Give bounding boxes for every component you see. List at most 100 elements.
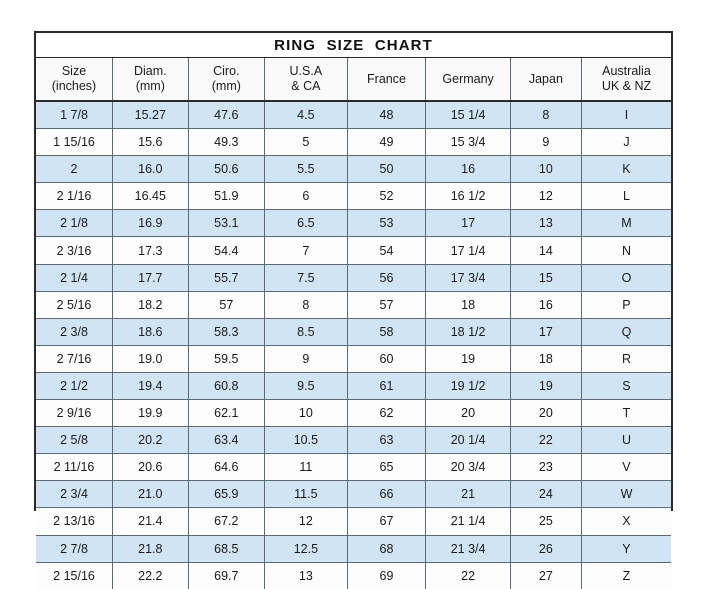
table-cell: 10.5 <box>264 426 348 455</box>
column-header-u-s-a: U.S.A & CA <box>264 57 348 102</box>
table-cell: 2 13/16 <box>36 507 114 536</box>
table-cell: I <box>580 100 671 130</box>
column-header-label: U.S.A & CA <box>265 64 347 94</box>
column-header-line1: Size <box>61 64 87 79</box>
table-cell: 18.6 <box>112 317 189 346</box>
table-cell: 7.5 <box>264 263 348 292</box>
table-cell: 11.5 <box>264 480 348 509</box>
table-cell: 18.2 <box>112 290 189 319</box>
table-cell: 64.6 <box>187 453 266 482</box>
table-cell: 18 1/2 <box>425 317 511 346</box>
table-cell: 12 <box>264 507 348 536</box>
table-cell: 21 1/4 <box>425 507 511 536</box>
table-cell: 20 <box>509 399 582 428</box>
table-cell: 15 3/4 <box>425 128 511 157</box>
table-cell: 9 <box>264 344 348 373</box>
table-cell: 16.9 <box>112 209 189 238</box>
table-cell: 57 <box>187 290 266 319</box>
table-cell: 20 1/4 <box>425 426 511 455</box>
table-cell: 4.5 <box>264 100 348 130</box>
column-header-label: Japan <box>511 72 581 87</box>
column-header-australia: Australia UK & NZ <box>580 57 671 102</box>
table-cell: 19.4 <box>112 371 189 401</box>
table-cell: 12 <box>509 182 582 211</box>
table-header-row: Size (inches) Diam. (mm) Ciro. (mm) U.S.A & CA F… <box>36 57 671 102</box>
table-cell: P <box>580 290 671 319</box>
table-cell: 2 9/16 <box>36 399 114 428</box>
column-header-line1: Japan <box>528 71 563 86</box>
table-cell: 2 5/16 <box>36 290 114 319</box>
table-cell: 54 <box>346 236 427 265</box>
ring-size-chart-container: RING SIZE CHART Size (inches) Diam. (mm) Cir… <box>34 31 673 589</box>
table-cell: 21.4 <box>112 507 189 536</box>
table-cell: N <box>580 236 671 265</box>
table-cell: O <box>580 263 671 292</box>
table-cell: 21.0 <box>112 480 189 509</box>
table-cell: 56 <box>346 263 427 292</box>
table-row: 2 7/16 19.0 59.5 9 60 19 18 R <box>36 344 671 373</box>
table-row: 2 1/2 19.4 60.8 9.5 61 19 1/2 19 S <box>36 371 671 401</box>
table-row: 2 3/8 18.6 58.3 8.5 58 18 1/2 17 Q <box>36 317 671 346</box>
table-cell: 50 <box>346 155 427 184</box>
table-cell: 65.9 <box>187 480 266 509</box>
chart-title-row: RING SIZE CHART <box>36 33 671 58</box>
chart-title-cell: RING SIZE CHART <box>36 33 671 58</box>
table-cell: 62 <box>346 399 427 428</box>
table-cell: 18 <box>509 344 582 373</box>
table-cell: 51.9 <box>187 182 266 211</box>
page-title: RING SIZE CHART <box>274 36 433 54</box>
column-header-france: France <box>346 57 427 102</box>
table-cell: 27 <box>509 561 582 589</box>
column-header-japan: Japan <box>509 57 582 102</box>
table-cell: 16 <box>425 155 511 184</box>
table-cell: 55.7 <box>187 263 266 292</box>
column-header-line2: (mm) <box>135 79 165 93</box>
table-cell: 67.2 <box>187 507 266 536</box>
table-cell: K <box>580 155 671 184</box>
column-header-line2: UK & NZ <box>601 79 652 93</box>
column-header-label: France <box>348 72 426 87</box>
table-cell: T <box>580 399 671 428</box>
table-cell: 66 <box>346 480 427 509</box>
table-cell: 16 1/2 <box>425 182 511 211</box>
table-cell: 65 <box>346 453 427 482</box>
table-cell: 24 <box>509 480 582 509</box>
column-header-germany: Germany <box>425 57 511 102</box>
table-cell: 2 1/4 <box>36 263 114 292</box>
table-cell: 16.45 <box>112 182 189 211</box>
table-row: 2 3/4 21.0 65.9 11.5 66 21 24 W <box>36 480 671 509</box>
column-header-line2: (mm) <box>211 79 241 93</box>
table-cell: 17 <box>425 209 511 238</box>
table-cell: 6 <box>264 182 348 211</box>
table-cell: 53.1 <box>187 209 266 238</box>
table-cell: 59.5 <box>187 344 266 373</box>
table-row: 2 15/16 22.2 69.7 13 69 22 27 Z <box>36 561 671 589</box>
table-cell: 2 7/16 <box>36 344 114 373</box>
table-cell: 25 <box>509 507 582 536</box>
column-header-label: Ciro. (mm) <box>189 64 265 94</box>
table-cell: 20 <box>425 399 511 428</box>
table-cell: 2 15/16 <box>36 561 114 589</box>
table-row: 1 15/16 15.6 49.3 5 49 15 3/4 9 J <box>36 128 671 157</box>
table-cell: U <box>580 426 671 455</box>
table-cell: V <box>580 453 671 482</box>
table-cell: 10 <box>264 399 348 428</box>
table-cell: 11 <box>264 453 348 482</box>
column-header-line1: Ciro. <box>213 64 240 79</box>
table-cell: J <box>580 128 671 157</box>
table-cell: 9.5 <box>264 371 348 401</box>
table-cell: 13 <box>264 561 348 589</box>
column-header-line1: U.S.A <box>289 64 323 79</box>
table-cell: 15 1/4 <box>425 100 511 130</box>
column-header-line2: & CA <box>291 79 321 93</box>
table-cell: 48 <box>346 100 427 130</box>
table-cell: 19 1/2 <box>425 371 511 401</box>
table-cell: L <box>580 182 671 211</box>
table-cell: 8.5 <box>264 317 348 346</box>
table-cell: S <box>580 371 671 401</box>
table-cell: 7 <box>264 236 348 265</box>
table-cell: 2 1/16 <box>36 182 114 211</box>
column-header-line1: Australia <box>602 64 651 79</box>
table-cell: 13 <box>509 209 582 238</box>
table-cell: 2 3/16 <box>36 236 114 265</box>
